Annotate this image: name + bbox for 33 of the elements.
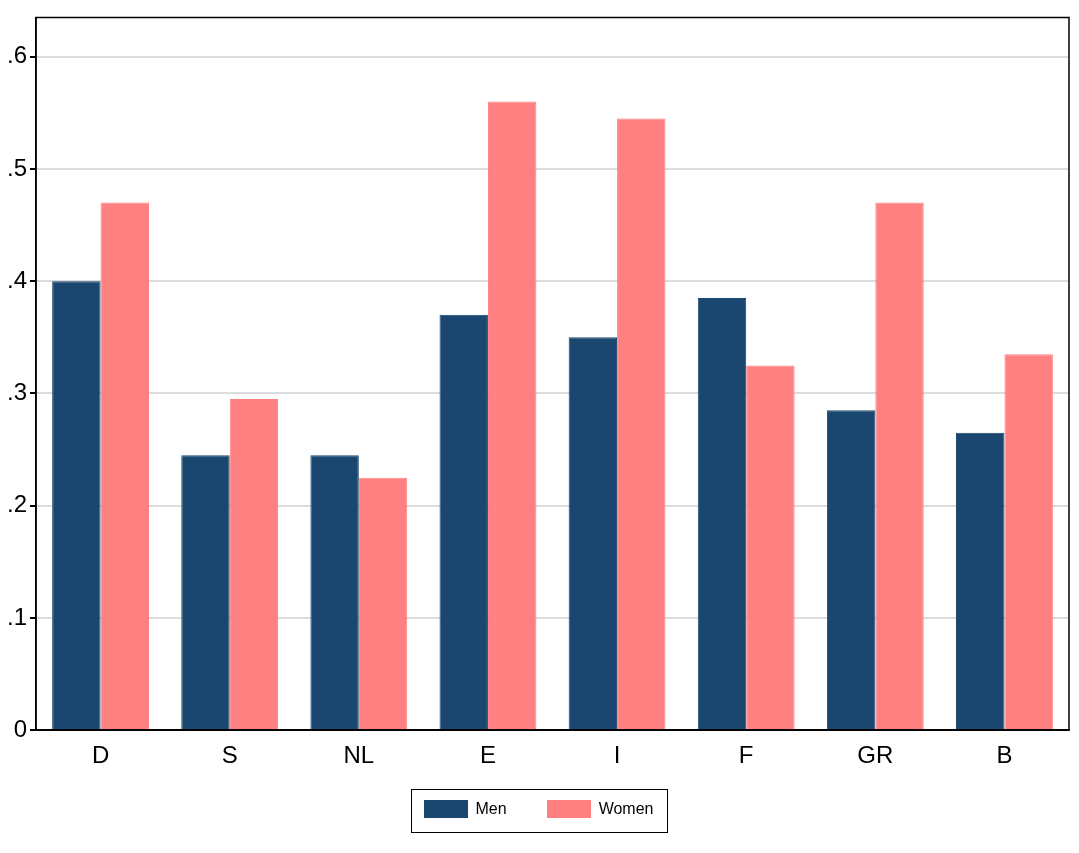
bar bbox=[697, 298, 747, 730]
bar bbox=[746, 365, 795, 730]
bar bbox=[1004, 354, 1053, 730]
bar bbox=[310, 455, 359, 730]
x-tick-label: E bbox=[479, 741, 496, 769]
bar bbox=[617, 118, 666, 730]
bar bbox=[358, 477, 408, 730]
y-tick-label: 0 bbox=[13, 714, 28, 742]
bar bbox=[826, 410, 876, 730]
bar bbox=[181, 455, 230, 730]
y-tick-label: .4 bbox=[7, 265, 28, 293]
bar bbox=[875, 202, 924, 730]
x-tick-label: GR bbox=[857, 741, 894, 769]
x-tick-label: D bbox=[91, 741, 110, 769]
x-tick-label: F bbox=[738, 741, 754, 769]
bar bbox=[100, 202, 149, 730]
bar bbox=[956, 432, 1005, 730]
y-tick-label: .5 bbox=[7, 153, 28, 181]
x-tick-label: NL bbox=[343, 741, 375, 769]
bar bbox=[52, 281, 101, 730]
legend-label: Men bbox=[475, 800, 507, 818]
bar bbox=[568, 337, 618, 730]
y-tick-label: .1 bbox=[7, 602, 28, 630]
y-tick-label: .6 bbox=[7, 41, 28, 69]
bar bbox=[439, 314, 488, 730]
x-tick-label: S bbox=[221, 741, 238, 769]
x-tick-label: B bbox=[996, 741, 1013, 769]
bar bbox=[487, 101, 537, 730]
y-tick-label: .2 bbox=[7, 490, 28, 518]
bar bbox=[229, 399, 279, 730]
x-tick-label: I bbox=[613, 741, 621, 769]
legend-label: Women bbox=[598, 800, 654, 818]
y-tick-label: .3 bbox=[7, 378, 28, 406]
